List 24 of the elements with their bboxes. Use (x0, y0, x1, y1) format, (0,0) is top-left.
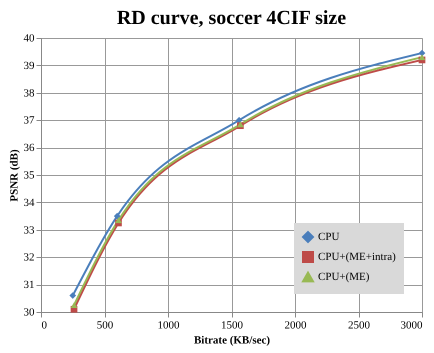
y-tick-label: 35 (24, 170, 35, 182)
legend-label: CPU+(ME) (318, 271, 370, 283)
x-axis-title: Bitrate (KB/sec) (194, 334, 270, 346)
y-tick-label: 40 (24, 32, 35, 44)
x-tick-label: 1500 (221, 320, 244, 332)
y-tick-label: 36 (24, 142, 35, 154)
legend-label: CPU+(ME+intra) (318, 251, 396, 263)
x-tick-label: 2500 (348, 320, 370, 332)
y-tick-label: 38 (24, 87, 35, 100)
x-tick-label: 3000 (400, 320, 423, 332)
x-tick-label: 500 (96, 320, 114, 332)
legend-label: CPU (318, 231, 340, 243)
y-tick-label: 32 (24, 252, 34, 264)
x-tick-label: 0 (42, 320, 48, 332)
y-axis-title: PSNR (dB) (8, 149, 20, 202)
y-tick-label: 33 (24, 224, 35, 236)
y-tick-label: 37 (24, 114, 35, 127)
chart-title: RD curve, soccer 4CIF size (116, 7, 346, 29)
x-tick-label: 1000 (158, 320, 180, 332)
y-tick-label: 34 (24, 196, 35, 209)
y-tick-label: 31 (24, 279, 34, 292)
y-tick-label: 39 (24, 60, 35, 72)
y-tick-label: 30 (24, 306, 35, 318)
x-tick-label: 2000 (284, 320, 307, 332)
